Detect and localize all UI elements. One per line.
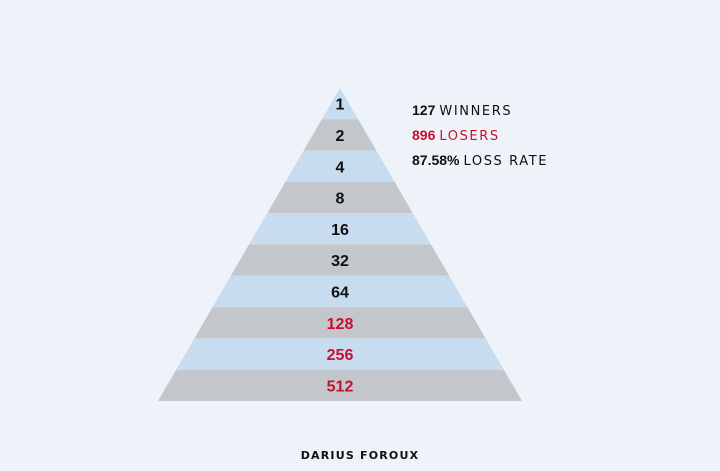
winners-stat: 127 WINNERS <box>412 98 548 123</box>
pyramid-level-label: 2 <box>336 128 345 145</box>
pyramid-band <box>267 181 413 214</box>
pyramid-level-label: 128 <box>327 316 354 333</box>
pyramid-level-label: 1 <box>336 97 345 114</box>
author-signature: DARIUS FOROUX <box>300 449 420 462</box>
pyramid-level-label: 512 <box>327 378 354 395</box>
pyramid-band <box>303 119 377 151</box>
losers-count: 896 <box>412 127 436 143</box>
pyramid-level-label: 64 <box>331 284 349 301</box>
pyramid-band <box>230 244 450 276</box>
pyramid-band <box>212 275 468 308</box>
pyramid-level-label: 16 <box>331 222 349 239</box>
pyramid-band <box>176 338 504 370</box>
pyramid-level-label: 4 <box>336 159 345 176</box>
stats-block: 127 WINNERS 896 LOSERS 87.58% LOSS RATE <box>412 98 548 173</box>
winners-count: 127 <box>412 102 436 118</box>
loss-rate-value: 87.58% <box>412 152 460 168</box>
pyramid-band <box>285 150 395 182</box>
losers-stat: 896 LOSERS <box>412 123 548 148</box>
pyramid-level-label: 256 <box>327 347 354 364</box>
winners-label: WINNERS <box>439 104 513 119</box>
pyramid-level-label: 32 <box>331 253 349 270</box>
loss-rate-stat: 87.58% LOSS RATE <box>412 148 548 173</box>
pyramid-band <box>158 369 522 401</box>
pyramid-band <box>249 213 431 245</box>
losers-label: LOSERS <box>439 129 500 144</box>
loss-rate-label: LOSS RATE <box>463 154 549 169</box>
pyramid-band <box>194 307 486 339</box>
pyramid-level-label: 8 <box>336 191 345 208</box>
pyramid-band <box>321 88 359 120</box>
